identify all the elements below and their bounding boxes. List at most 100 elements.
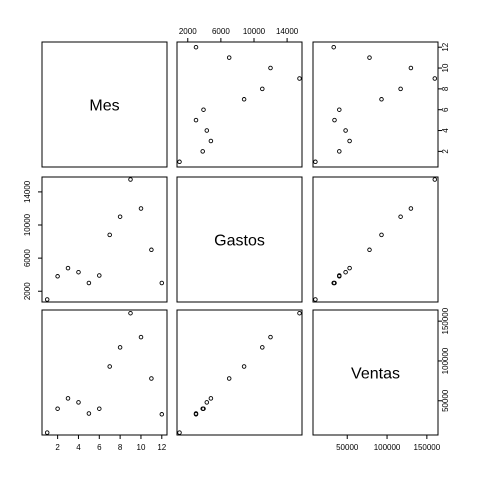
point-ventas-vs-mes-3 bbox=[65, 396, 71, 401]
point-gastos-vs-mes-6 bbox=[97, 273, 102, 278]
point-gastos-vs-ventas-6 bbox=[337, 273, 342, 278]
panel-2-2: Ventas bbox=[312, 309, 439, 436]
point-ventas-vs-mes-11 bbox=[149, 376, 154, 381]
point-mes-vs-ventas-9 bbox=[432, 76, 438, 81]
panel-frame bbox=[41, 176, 168, 303]
point-ventas-vs-gastos-12 bbox=[193, 412, 199, 417]
point-mes-vs-ventas-1 bbox=[313, 159, 318, 165]
point-mes-vs-gastos-2 bbox=[200, 149, 205, 154]
tick-label-bottom-ventas-150000: 150000 bbox=[414, 443, 441, 452]
tick-label-top-gastos-6000: 6000 bbox=[212, 27, 230, 36]
point-gastos-vs-ventas-11 bbox=[367, 247, 372, 253]
tick-label-right-mes-10: 10 bbox=[441, 63, 450, 72]
point-ventas-vs-gastos-6 bbox=[201, 406, 206, 411]
point-ventas-vs-mes-6 bbox=[97, 406, 102, 411]
point-mes-vs-gastos-9 bbox=[297, 76, 302, 81]
point-gastos-vs-ventas-7 bbox=[379, 232, 384, 238]
point-mes-vs-ventas-10 bbox=[408, 65, 414, 71]
point-ventas-vs-gastos-11 bbox=[226, 376, 232, 381]
tick-label-right-mes-12: 12 bbox=[441, 42, 450, 51]
point-gastos-vs-mes-9 bbox=[128, 177, 133, 182]
point-mes-vs-gastos-6 bbox=[201, 107, 206, 112]
point-mes-vs-ventas-8 bbox=[398, 86, 403, 92]
point-mes-vs-ventas-12 bbox=[331, 44, 336, 50]
point-ventas-vs-mes-8 bbox=[117, 345, 123, 350]
point-ventas-vs-mes-4 bbox=[76, 400, 81, 405]
point-gastos-vs-mes-10 bbox=[138, 206, 144, 211]
point-gastos-vs-mes-5 bbox=[86, 280, 92, 286]
point-gastos-vs-mes-1 bbox=[44, 297, 50, 302]
point-mes-vs-gastos-4 bbox=[204, 128, 210, 133]
diag-label-ventas: Ventas bbox=[351, 366, 400, 383]
point-ventas-vs-gastos-8 bbox=[260, 345, 265, 350]
tick-label-top-gastos-2000: 2000 bbox=[179, 27, 197, 36]
tick-label-bottom-mes-4: 4 bbox=[76, 443, 81, 452]
point-gastos-vs-ventas-12 bbox=[331, 280, 336, 286]
point-gastos-vs-ventas-4 bbox=[343, 269, 348, 275]
point-mes-vs-gastos-12 bbox=[193, 44, 199, 50]
point-mes-vs-ventas-7 bbox=[379, 97, 384, 102]
panel-frame bbox=[41, 309, 168, 436]
panel-1-1: Gastos bbox=[176, 176, 303, 303]
point-gastos-vs-ventas-3 bbox=[347, 265, 352, 271]
point-ventas-vs-gastos-9 bbox=[297, 310, 302, 316]
tick-label-bottom-mes-12: 12 bbox=[157, 443, 166, 452]
tick-label-left-gastos-10000: 10000 bbox=[23, 213, 32, 236]
point-ventas-vs-gastos-3 bbox=[208, 396, 214, 401]
diag-label-mes: Mes bbox=[89, 98, 119, 115]
point-gastos-vs-mes-7 bbox=[107, 232, 112, 238]
panel-0-0: Mes bbox=[41, 41, 168, 168]
tick-label-right-ventas-50000: 50000 bbox=[441, 389, 450, 412]
point-gastos-vs-mes-4 bbox=[76, 269, 81, 275]
panel-2-1 bbox=[176, 309, 303, 436]
point-mes-vs-ventas-4 bbox=[343, 128, 348, 133]
tick-label-bottom-ventas-50000: 50000 bbox=[336, 443, 359, 452]
tick-label-right-mes-8: 8 bbox=[441, 86, 450, 91]
diag-label-gastos: Gastos bbox=[214, 233, 265, 250]
panel-1-0 bbox=[41, 176, 168, 303]
point-ventas-vs-mes-9 bbox=[128, 310, 133, 316]
point-mes-vs-gastos-5 bbox=[193, 117, 199, 123]
tick-label-right-mes-6: 6 bbox=[441, 107, 450, 112]
point-gastos-vs-mes-11 bbox=[149, 247, 154, 253]
point-ventas-vs-gastos-1 bbox=[177, 430, 182, 435]
tick-label-bottom-mes-8: 8 bbox=[118, 443, 123, 452]
point-gastos-vs-mes-2 bbox=[55, 274, 60, 279]
point-gastos-vs-mes-3 bbox=[65, 265, 71, 271]
point-ventas-vs-gastos-7 bbox=[241, 364, 247, 369]
point-gastos-vs-ventas-8 bbox=[398, 214, 403, 219]
point-mes-vs-ventas-6 bbox=[337, 107, 342, 112]
panel-0-1 bbox=[176, 41, 303, 168]
tick-label-bottom-ventas-100000: 100000 bbox=[374, 443, 401, 452]
point-gastos-vs-ventas-1 bbox=[313, 297, 318, 302]
point-mes-vs-ventas-2 bbox=[337, 149, 342, 154]
point-ventas-vs-mes-5 bbox=[86, 411, 92, 416]
point-gastos-vs-ventas-10 bbox=[408, 206, 414, 211]
tick-label-right-ventas-100000: 100000 bbox=[441, 347, 450, 374]
point-mes-vs-ventas-11 bbox=[367, 55, 372, 60]
tick-label-right-mes-4: 4 bbox=[441, 128, 450, 133]
panel-2-0 bbox=[41, 309, 168, 436]
point-mes-vs-gastos-8 bbox=[260, 86, 265, 92]
panel-frame bbox=[312, 309, 439, 436]
point-gastos-vs-mes-12 bbox=[159, 280, 165, 286]
tick-label-left-gastos-2000: 2000 bbox=[23, 282, 32, 300]
point-ventas-vs-gastos-10 bbox=[268, 334, 273, 340]
tick-label-left-gastos-6000: 6000 bbox=[23, 249, 32, 267]
tick-label-bottom-mes-6: 6 bbox=[97, 443, 102, 452]
tick-label-right-ventas-150000: 150000 bbox=[441, 307, 450, 334]
point-ventas-vs-gastos-4 bbox=[204, 400, 210, 405]
point-mes-vs-gastos-7 bbox=[241, 97, 247, 102]
tick-label-left-gastos-14000: 14000 bbox=[23, 180, 32, 203]
panel-frame bbox=[41, 41, 168, 168]
point-mes-vs-ventas-3 bbox=[347, 138, 352, 144]
point-mes-vs-gastos-1 bbox=[177, 159, 182, 165]
point-ventas-vs-mes-2 bbox=[55, 406, 60, 411]
point-gastos-vs-ventas-9 bbox=[432, 177, 438, 182]
panel-frame bbox=[176, 41, 303, 168]
point-mes-vs-gastos-11 bbox=[226, 55, 232, 60]
point-ventas-vs-mes-12 bbox=[159, 412, 165, 417]
panel-frame bbox=[312, 176, 439, 303]
point-ventas-vs-mes-1 bbox=[44, 430, 50, 435]
point-mes-vs-ventas-5 bbox=[332, 117, 337, 123]
